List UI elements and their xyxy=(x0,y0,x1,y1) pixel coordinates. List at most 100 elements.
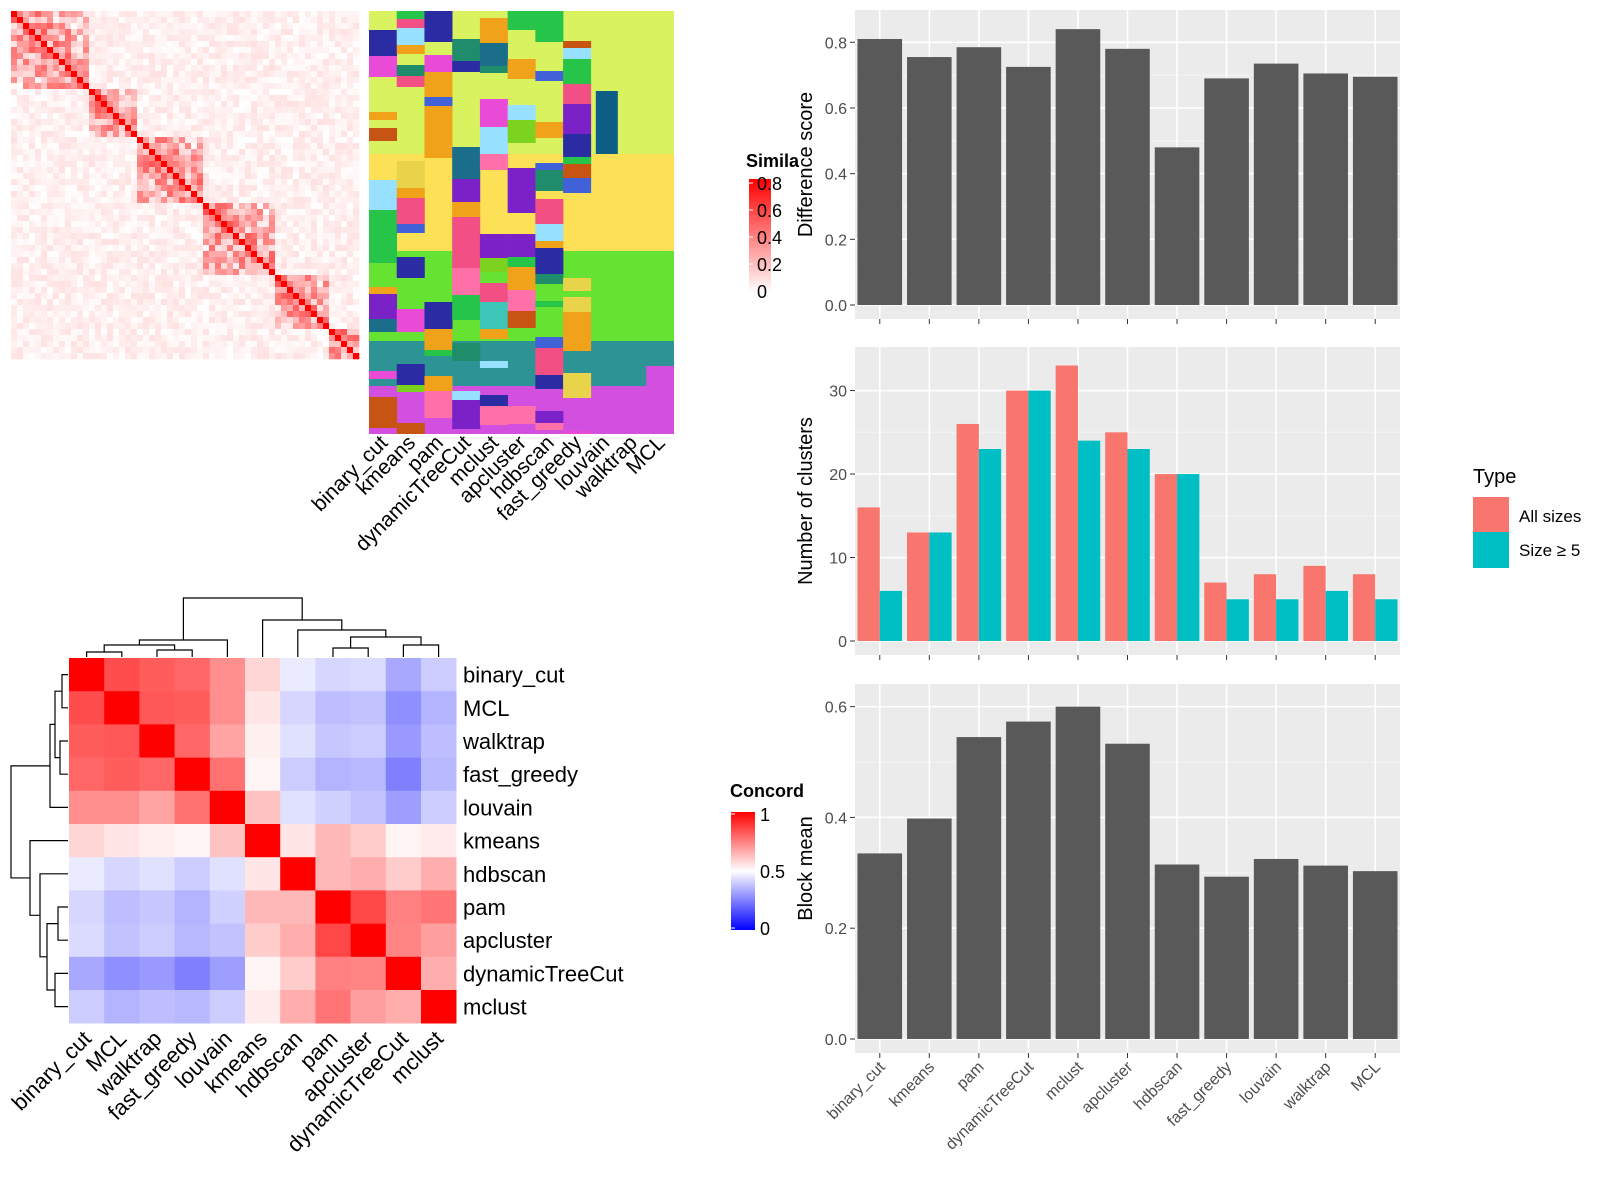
similarity-cell xyxy=(137,233,144,240)
similarity-cell xyxy=(191,317,198,324)
similarity-cell xyxy=(65,149,72,156)
similarity-cell xyxy=(263,347,270,354)
similarity-cell xyxy=(53,143,60,150)
similarity-cell xyxy=(305,83,312,90)
cluster-segment xyxy=(479,258,508,272)
similarity-cell xyxy=(353,251,360,258)
similarity-cell xyxy=(17,353,24,360)
similarity-cell xyxy=(209,125,216,132)
similarity-cell xyxy=(119,335,126,342)
similarity-cell xyxy=(95,113,102,120)
similarity-cell xyxy=(29,137,36,144)
similarity-cell xyxy=(89,89,96,96)
concordance-cell xyxy=(385,691,422,725)
similarity-cell xyxy=(29,155,36,162)
similarity-cell xyxy=(323,263,330,270)
similarity-cell xyxy=(299,185,306,192)
similarity-cell xyxy=(149,275,156,282)
similarity-cell xyxy=(305,191,312,198)
similarity-cell xyxy=(275,311,282,318)
similarity-cell xyxy=(53,23,60,30)
similarity-cell xyxy=(191,227,198,234)
similarity-cell xyxy=(179,269,186,276)
similarity-cell xyxy=(197,209,204,216)
similarity-cell xyxy=(143,89,150,96)
similarity-cell xyxy=(341,293,348,300)
similarity-cell xyxy=(239,233,246,240)
similarity-cell xyxy=(53,239,60,246)
similarity-cell xyxy=(125,197,132,204)
similarity-cell xyxy=(347,59,354,66)
similarity-cell xyxy=(323,35,330,42)
cluster-segment xyxy=(424,302,453,329)
similarity-cell xyxy=(83,293,90,300)
similarity-cell xyxy=(95,35,102,42)
similarity-cell xyxy=(287,149,294,156)
similarity-cell xyxy=(47,209,54,216)
similarity-cell xyxy=(143,167,150,174)
similarity-cell xyxy=(329,221,336,228)
similarity-cell xyxy=(131,209,138,216)
similarity-cell xyxy=(119,137,126,144)
y-tick-label: 0 xyxy=(838,634,847,651)
similarity-cell xyxy=(65,275,72,282)
similarity-cell xyxy=(311,323,318,330)
similarity-cell xyxy=(29,239,36,246)
similarity-cell xyxy=(71,203,78,210)
similarity-cell xyxy=(95,197,102,204)
similarity-cell xyxy=(257,167,264,174)
similarity-cell xyxy=(71,59,78,66)
similarity-cell xyxy=(293,77,300,84)
cluster-segment xyxy=(424,329,453,350)
similarity-cell xyxy=(119,245,126,252)
similarity-cell xyxy=(227,83,234,90)
similarity-cell xyxy=(191,221,198,228)
concordance-cell xyxy=(421,724,457,758)
similarity-cell xyxy=(299,35,306,42)
similarity-cell xyxy=(125,71,132,78)
similarity-cell xyxy=(323,47,330,54)
similarity-cell xyxy=(197,299,204,306)
similarity-cell xyxy=(89,221,96,228)
similarity-cell xyxy=(101,245,108,252)
similarity-cell xyxy=(251,179,258,186)
similarity-cell xyxy=(173,341,180,348)
similarity-cell xyxy=(95,263,102,270)
similarity-cell xyxy=(335,251,342,258)
similarity-cell xyxy=(59,281,66,288)
similarity-cell xyxy=(209,317,216,324)
similarity-cell xyxy=(23,173,30,180)
similarity-cell xyxy=(299,293,306,300)
similarity-cell xyxy=(275,257,282,264)
similarity-cell xyxy=(161,89,168,96)
similarity-cell xyxy=(101,185,108,192)
similarity-cell xyxy=(305,353,312,360)
cluster-segment xyxy=(479,302,508,329)
similarity-cell xyxy=(149,161,156,168)
similarity-cell xyxy=(329,119,336,126)
similarity-cell xyxy=(191,287,198,294)
similarity-cell xyxy=(95,353,102,360)
similarity-cell xyxy=(287,335,294,342)
similarity-cell xyxy=(47,251,54,258)
similarity-cell xyxy=(143,191,150,198)
bar-difference_score xyxy=(1154,147,1200,305)
similarity-cell xyxy=(299,125,306,132)
similarity-cell xyxy=(137,137,144,144)
similarity-cell xyxy=(191,107,198,114)
similarity-cell xyxy=(71,35,78,42)
similarity-cell xyxy=(95,191,102,198)
similarity-cell xyxy=(53,191,60,198)
bar-block_mean xyxy=(1055,706,1101,1039)
similarity-cell xyxy=(293,251,300,258)
similarity-cell xyxy=(41,185,48,192)
dendrogram-link xyxy=(297,629,387,657)
similarity-cell xyxy=(179,179,186,186)
similarity-cell xyxy=(335,149,342,156)
similarity-cell xyxy=(23,95,30,102)
similarity-cell xyxy=(209,17,216,24)
cluster-segment xyxy=(507,11,536,30)
cluster-segment xyxy=(535,348,564,375)
bar-size-ge5 xyxy=(1226,599,1249,641)
similarity-cell xyxy=(89,119,96,126)
